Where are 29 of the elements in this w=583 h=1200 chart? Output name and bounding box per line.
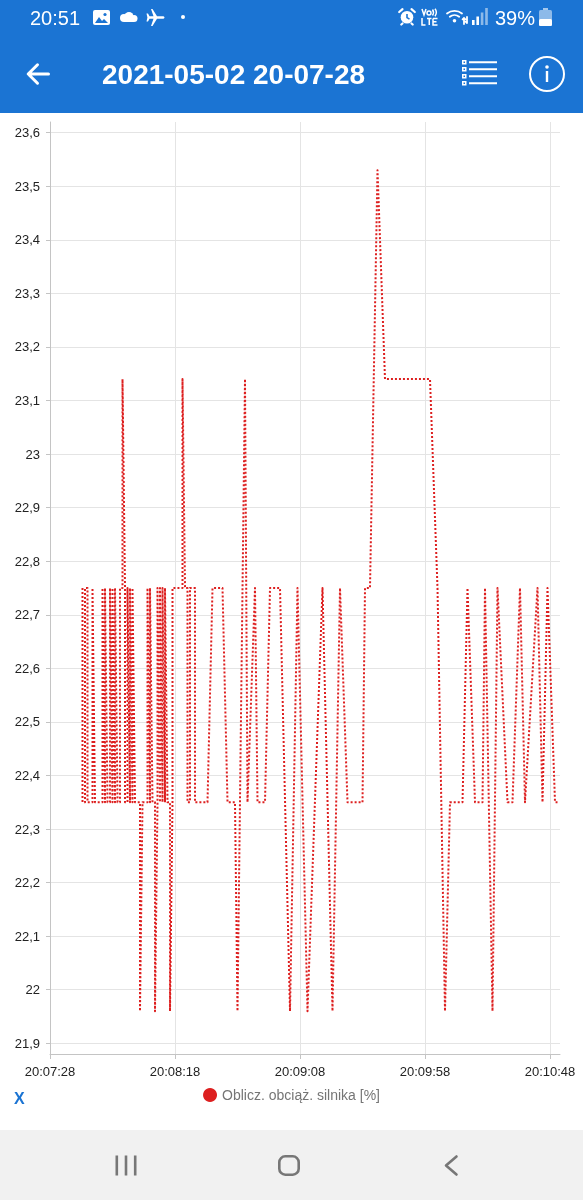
x-tick-label: 20:08:18 — [149, 1064, 201, 1079]
legend-label: Oblicz. obciąż. silnika [%] — [222, 1087, 380, 1103]
y-tick-label: 22,6 — [14, 660, 40, 676]
text: 20:51 — [30, 6, 81, 30]
y-tick-label: 22,2 — [14, 875, 40, 891]
text: X — [14, 1089, 25, 1109]
y-tick-label: 22 — [25, 982, 40, 998]
y-tick-label: 23,6 — [14, 125, 40, 141]
x-tick-label: 20:09:58 — [399, 1064, 451, 1079]
y-tick-label: 22,3 — [14, 821, 40, 837]
y-tick-label: 22,9 — [14, 500, 40, 516]
chart-title: 2021-05-02 20-07-28 — [102, 58, 366, 92]
line-series — [81, 169, 559, 1013]
y-tick-label: 22,8 — [14, 553, 40, 569]
y-tick-label: 22,4 — [14, 767, 40, 783]
y-tick-label: 23,3 — [14, 285, 40, 301]
y-tick-label: 22,7 — [14, 607, 40, 623]
y-tick-label: 23 — [25, 446, 40, 462]
y-tick-label: 21,9 — [14, 1035, 40, 1051]
x-tick-label: 20:10:48 — [524, 1064, 576, 1079]
y-tick-label: 23,1 — [14, 393, 40, 409]
y-tick-label: 22,1 — [14, 928, 40, 944]
y-tick-label: 23,4 — [14, 232, 40, 248]
y-tick-label: 23,2 — [14, 339, 40, 355]
x-tick-label: 20:09:08 — [274, 1064, 326, 1079]
y-tick-label: 23,5 — [14, 178, 40, 194]
y-tick-label: 22,5 — [14, 714, 40, 730]
text: 39% — [495, 6, 536, 30]
x-tick-label: 20:07:28 — [24, 1064, 76, 1079]
